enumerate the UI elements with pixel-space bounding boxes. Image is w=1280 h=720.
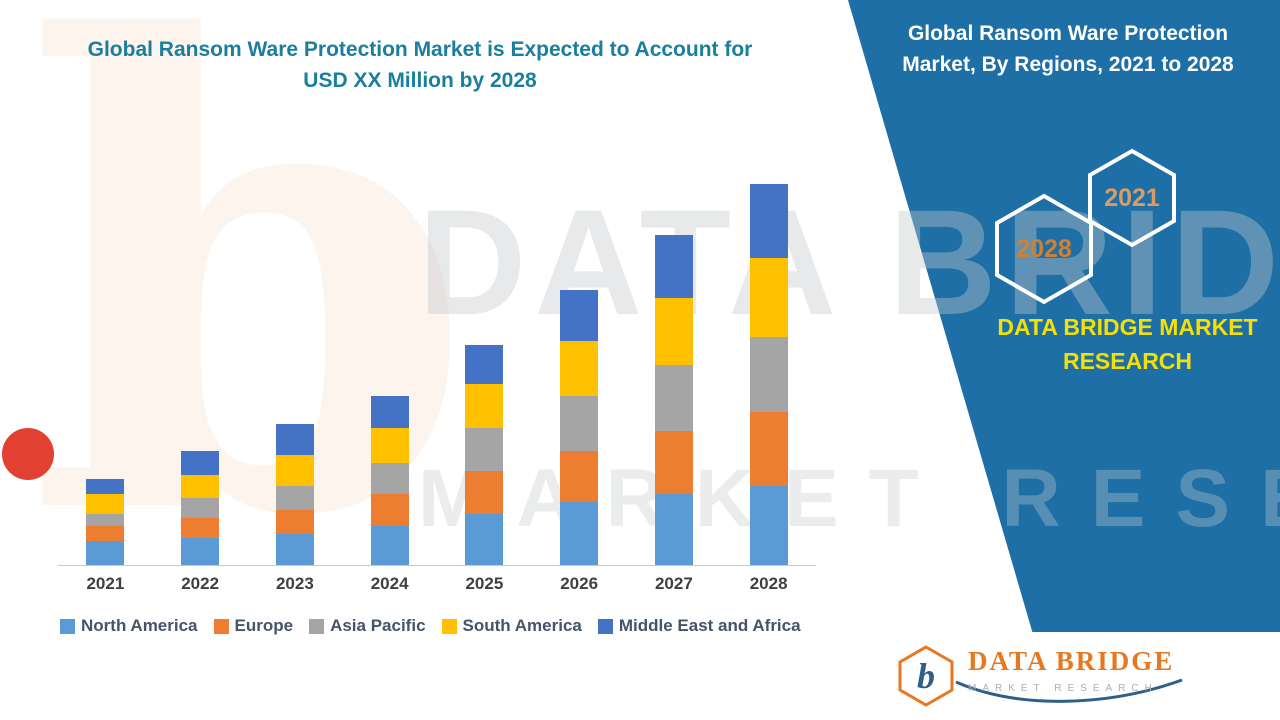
bar-segment-middle-east-and-africa xyxy=(275,423,314,456)
bar-segment-asia-pacific xyxy=(86,513,125,526)
legend-label: South America xyxy=(462,616,582,635)
bar-segment-north-america xyxy=(749,486,788,565)
chart-title: Global Ransom Ware Protection Market is … xyxy=(40,34,800,96)
bar-segment-middle-east-and-africa xyxy=(465,345,504,385)
bar-segment-middle-east-and-africa xyxy=(370,396,409,428)
bar-segment-europe xyxy=(654,431,693,495)
logo-swoosh-icon xyxy=(955,678,1183,703)
legend-label: Asia Pacific xyxy=(330,616,426,635)
x-axis-label-2028: 2028 xyxy=(749,574,788,593)
bar-segment-middle-east-and-africa xyxy=(560,289,599,342)
bar-segment-north-america xyxy=(181,537,220,565)
stacked-bar-2028 xyxy=(749,183,788,565)
bar-segment-middle-east-and-africa xyxy=(86,478,125,495)
legend-swatch-icon xyxy=(441,618,457,634)
legend-item-north-america: North America xyxy=(60,616,198,636)
panel-brand-text: DATA BRIDGE MARKET RESEARCH xyxy=(985,310,1270,378)
legend-swatch-icon xyxy=(597,618,613,634)
legend-item-europe: Europe xyxy=(213,616,294,636)
panel-brand-line2: RESEARCH xyxy=(1062,348,1193,374)
x-axis-label-2022: 2022 xyxy=(181,574,220,593)
bar-segment-south-america xyxy=(465,384,504,428)
panel-title-line2: Market, By Regions, 2021 to 2028 xyxy=(902,53,1234,76)
legend-label: Europe xyxy=(234,616,294,635)
bar-segment-asia-pacific xyxy=(749,337,788,412)
bar-segment-south-america xyxy=(275,455,314,487)
logo-red-dot xyxy=(2,428,54,480)
bar-segment-europe xyxy=(86,525,125,542)
bar-segment-middle-east-and-africa xyxy=(749,183,788,259)
legend-item-south-america: South America xyxy=(441,616,582,636)
hexagon-2021-label: 2021 xyxy=(1104,183,1160,212)
bar-segment-asia-pacific xyxy=(465,427,504,471)
bar-segment-south-america xyxy=(86,494,125,514)
bar-segment-europe xyxy=(275,510,314,534)
hexagon-2028-label: 2028 xyxy=(1016,234,1072,263)
bar-segment-asia-pacific xyxy=(654,364,693,432)
legend-swatch-icon xyxy=(60,618,75,634)
stacked-bar-2021 xyxy=(86,478,125,565)
bar-segment-europe xyxy=(560,451,599,503)
bar-segment-asia-pacific xyxy=(370,462,409,495)
legend-label: Middle East and Africa xyxy=(618,616,801,635)
bar-segment-north-america xyxy=(86,541,125,565)
bar-segment-north-america xyxy=(465,513,504,565)
legend-swatch-icon xyxy=(213,618,229,634)
panel-title-line1: Global Ransom Ware Protection xyxy=(907,22,1229,45)
bar-segment-south-america xyxy=(370,427,409,463)
bar-segment-south-america xyxy=(560,341,599,397)
logo-hexagon-icon: b xyxy=(898,645,954,707)
bar-segment-europe xyxy=(465,470,504,514)
hexagon-outline-icon xyxy=(898,645,954,707)
stacked-bar-2027 xyxy=(654,234,693,565)
legend-swatch-icon xyxy=(309,618,325,634)
legend-item-middle-east-and-africa: Middle East and Africa xyxy=(597,616,801,636)
company-logo: b DATA BRIDGE MARKET RESEARCH xyxy=(880,632,1280,720)
bar-segment-middle-east-and-africa xyxy=(654,234,693,298)
legend-label: North America xyxy=(81,616,198,635)
x-axis-label-2027: 2027 xyxy=(654,574,693,593)
logo-name: DATA BRIDGE xyxy=(968,646,1175,676)
logo-subtitle: MARKET RESEARCH xyxy=(968,683,1158,694)
hexagon-outline-icon xyxy=(1088,148,1176,248)
bar-segment-asia-pacific xyxy=(560,396,599,452)
bar-segment-middle-east-and-africa xyxy=(181,450,220,475)
legend-item-asia-pacific: Asia Pacific xyxy=(309,616,426,636)
bar-segment-europe xyxy=(370,494,409,526)
hexagon-badge-2028: 2028 xyxy=(993,193,1095,305)
panel-brand-line1: DATA BRIDGE MARKET xyxy=(997,314,1258,340)
x-axis-label-2023: 2023 xyxy=(275,574,314,593)
chart-legend: North America Europe Asia Pacific South Ame… xyxy=(60,616,850,636)
x-axis-label-2024: 2024 xyxy=(370,574,409,593)
panel-title: Global Ransom Ware Protection Market, By… xyxy=(868,18,1268,80)
bar-segment-north-america xyxy=(275,533,314,565)
x-axis-label-2021: 2021 xyxy=(86,574,125,593)
stacked-bar-2025 xyxy=(465,345,504,565)
bar-segment-europe xyxy=(181,517,220,538)
bar-chart-plot-area xyxy=(58,172,816,566)
x-axis-labels: 2021 2022 2023 2024 2025 2026 2027 2028 xyxy=(58,574,816,598)
bar-segment-north-america xyxy=(370,525,409,565)
stacked-bar-2026 xyxy=(560,289,599,565)
hexagon-badge-2021: 2021 xyxy=(1086,148,1178,248)
logo-text: DATA BRIDGE MARKET RESEARCH xyxy=(968,646,1174,694)
bar-segment-south-america xyxy=(181,474,220,499)
stacked-bar-2022 xyxy=(181,450,220,565)
bar-segment-south-america xyxy=(654,297,693,365)
chart-title-line1: Global Ransom Ware Protection Market is … xyxy=(87,38,753,61)
bar-segment-europe xyxy=(749,411,788,487)
chart-title-line2: USD XX Million by 2028 xyxy=(303,69,537,92)
x-axis-label-2025: 2025 xyxy=(465,574,504,593)
bar-segment-asia-pacific xyxy=(181,498,220,518)
x-axis-label-2026: 2026 xyxy=(560,574,599,593)
logo-letter: b xyxy=(917,656,935,696)
stacked-bar-2024 xyxy=(370,396,409,565)
bar-segment-asia-pacific xyxy=(275,486,314,511)
stacked-bar-2023 xyxy=(275,423,314,565)
bar-segment-south-america xyxy=(749,258,788,338)
bar-segment-north-america xyxy=(654,494,693,565)
bar-segment-north-america xyxy=(560,502,599,565)
